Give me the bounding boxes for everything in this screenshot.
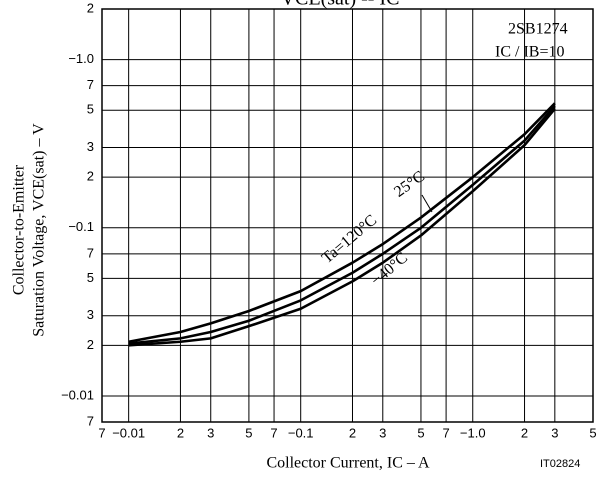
line: [128, 105, 556, 345]
x-tick-label: −0.1: [288, 425, 314, 440]
y-tick-label: 3: [87, 307, 94, 322]
y-tick-label: 2: [87, 0, 94, 15]
x-tick-label: 3: [551, 425, 558, 440]
x-tick-label: 3: [379, 425, 386, 440]
annotation: IT02824: [540, 458, 580, 470]
y-tick-label: 5: [87, 270, 94, 285]
y-tick-label: 7: [87, 413, 94, 428]
y-axis-title: Saturation Voltage, VCE(sat) – V: [31, 123, 48, 337]
y-tick-label: −0.1: [68, 219, 94, 234]
y-tick-label: 2: [87, 337, 94, 352]
annotation: 2SB1274: [508, 21, 568, 38]
plot-frame: [101, 8, 594, 423]
x-tick-label: 7: [98, 425, 105, 440]
x-tick-label: 5: [589, 425, 596, 440]
y-tick-label: −0.01: [61, 387, 94, 402]
annotation: IC / IB=10: [495, 44, 564, 61]
x-tick-label: 7: [270, 425, 277, 440]
chart-title: VCE(sat) -- IC: [281, 0, 400, 10]
x-tick-label: 5: [245, 425, 252, 440]
x-tick-label: 7: [442, 425, 449, 440]
y-axis-title: Collector-to-Emitter: [11, 164, 28, 295]
series-label: Ta=120°C: [319, 212, 380, 267]
label-arrow: [421, 194, 433, 213]
x-tick-label: 3: [207, 425, 214, 440]
y-tick-label: 5: [87, 102, 94, 117]
x-tick-label: −0.01: [112, 425, 145, 440]
y-tick-label: 7: [87, 77, 94, 92]
y-tick-label: −1.0: [68, 51, 94, 66]
x-tick-label: 2: [521, 425, 528, 440]
y-tick-label: 2: [87, 169, 94, 184]
x-tick-label: −1.0: [460, 425, 486, 440]
y-tick-label: 3: [87, 139, 94, 154]
x-axis-title: Collector Current, IC – A: [266, 455, 430, 472]
y-tick-label: 7: [87, 245, 94, 260]
x-tick-label: 2: [177, 425, 184, 440]
line: [128, 102, 556, 344]
x-tick-label: 2: [349, 425, 356, 440]
line: [128, 107, 556, 347]
x-tick-label: 5: [417, 425, 424, 440]
